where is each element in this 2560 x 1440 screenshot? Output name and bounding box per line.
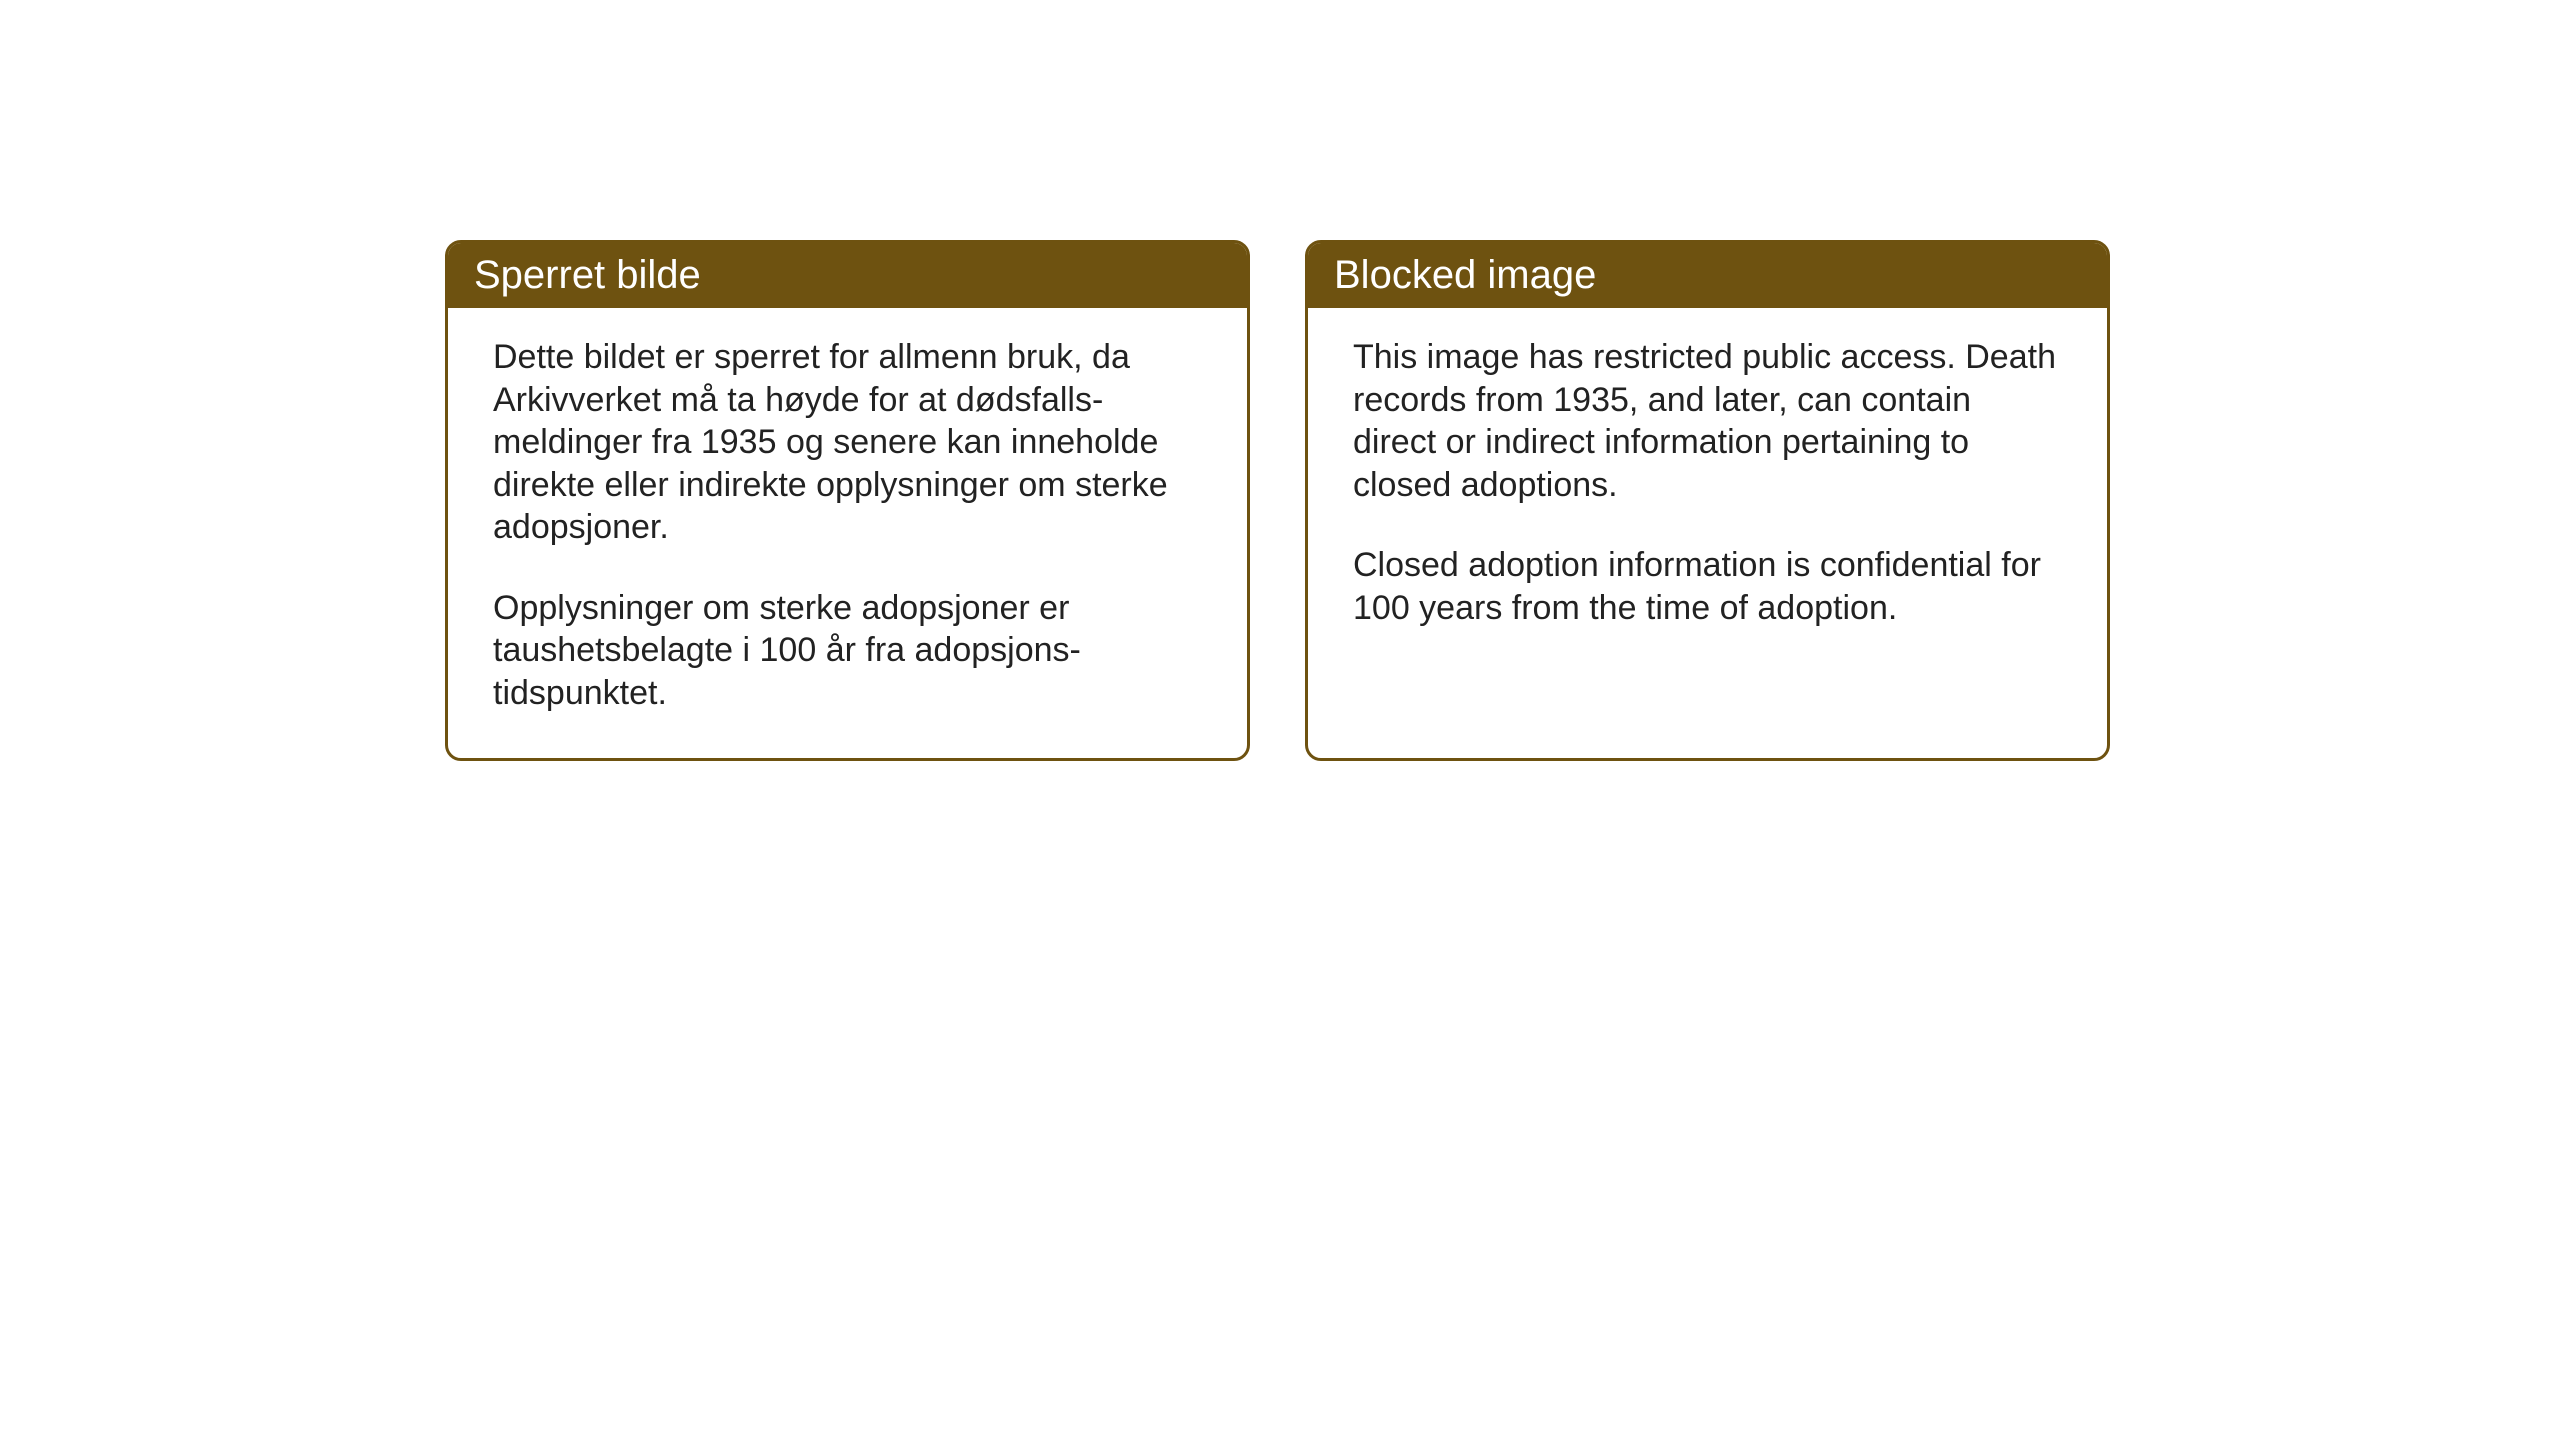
notice-box-norwegian: Sperret bilde Dette bildet er sperret fo… [445,240,1250,761]
notice-paragraph-1-english: This image has restricted public access.… [1353,336,2062,506]
notice-paragraph-1-norwegian: Dette bildet er sperret for allmenn bruk… [493,336,1202,549]
notice-title-norwegian: Sperret bilde [474,253,701,297]
notice-box-english: Blocked image This image has restricted … [1305,240,2110,761]
notice-body-norwegian: Dette bildet er sperret for allmenn bruk… [448,308,1247,758]
notice-header-norwegian: Sperret bilde [448,243,1247,308]
notice-paragraph-2-norwegian: Opplysninger om sterke adopsjoner er tau… [493,587,1202,715]
notice-paragraph-2-english: Closed adoption information is confident… [1353,544,2062,629]
notice-container: Sperret bilde Dette bildet er sperret fo… [445,240,2110,761]
notice-header-english: Blocked image [1308,243,2107,308]
notice-title-english: Blocked image [1334,253,1596,297]
notice-body-english: This image has restricted public access.… [1308,308,2107,758]
